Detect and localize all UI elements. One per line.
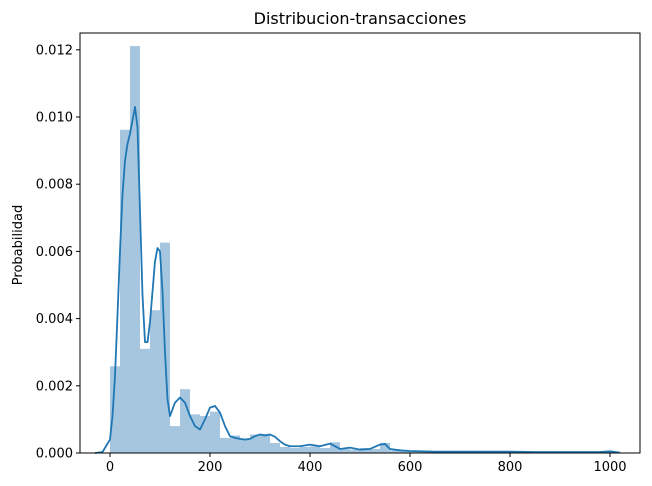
histogram-bar <box>290 447 300 453</box>
x-tick-label: 1000 <box>593 460 626 475</box>
plot-frame <box>79 32 641 454</box>
histogram-bar <box>210 411 220 453</box>
kde-line <box>94 106 621 454</box>
histogram-bar <box>420 451 430 453</box>
histogram-bar <box>130 46 140 453</box>
histogram-bar <box>120 129 130 453</box>
y-tick-label: 0.008 <box>36 178 73 193</box>
histogram-bar <box>300 446 310 453</box>
histogram-bar <box>170 426 180 453</box>
histogram-bar <box>360 447 370 453</box>
x-tick-label: 600 <box>398 460 423 475</box>
histogram-bar <box>400 450 410 453</box>
histogram-bar <box>200 416 210 453</box>
x-tick-label: 800 <box>498 460 523 475</box>
histogram-bar <box>110 366 120 453</box>
y-axis-label: Probabilidad <box>11 205 26 285</box>
y-tick-label: 0.012 <box>36 43 73 58</box>
histogram-bar <box>380 442 390 453</box>
histogram-bar <box>230 435 240 453</box>
x-tick-label: 400 <box>298 460 323 475</box>
histogram-bar <box>370 448 380 453</box>
histogram-bar <box>270 442 280 453</box>
histogram-bar <box>150 310 160 453</box>
chart-title: Distribucion-transacciones <box>254 9 467 28</box>
histogram-bar <box>260 433 270 453</box>
y-axis: 0.000 0.002 0.004 0.006 0.008 0.010 0.012 <box>36 43 80 462</box>
y-tick-label: 0.000 <box>36 447 73 462</box>
histogram-bar <box>180 389 190 453</box>
kde-curve <box>94 106 621 454</box>
histogram-bars <box>110 46 610 453</box>
y-tick-label: 0.002 <box>36 379 73 394</box>
histogram-bar <box>410 451 420 453</box>
histogram-bar <box>390 450 400 453</box>
histogram-bar <box>340 448 350 453</box>
y-tick-label: 0.006 <box>36 245 73 260</box>
histogram-bar <box>310 446 320 453</box>
histogram-bar <box>190 414 200 453</box>
histogram-bar <box>330 442 340 453</box>
histogram-bar <box>140 348 150 453</box>
histogram-bar <box>320 447 330 453</box>
histogram-bar <box>280 446 290 453</box>
x-axis: 0 200 400 600 800 1000 <box>106 453 627 475</box>
x-tick-label: 200 <box>198 460 223 475</box>
histogram-bar <box>240 439 250 453</box>
histogram-bar <box>350 449 360 453</box>
x-tick-label: 0 <box>106 460 114 475</box>
histogram-bar <box>220 437 230 453</box>
y-tick-label: 0.010 <box>36 111 73 126</box>
histogram-bar <box>250 434 260 453</box>
y-tick-label: 0.004 <box>36 312 73 327</box>
